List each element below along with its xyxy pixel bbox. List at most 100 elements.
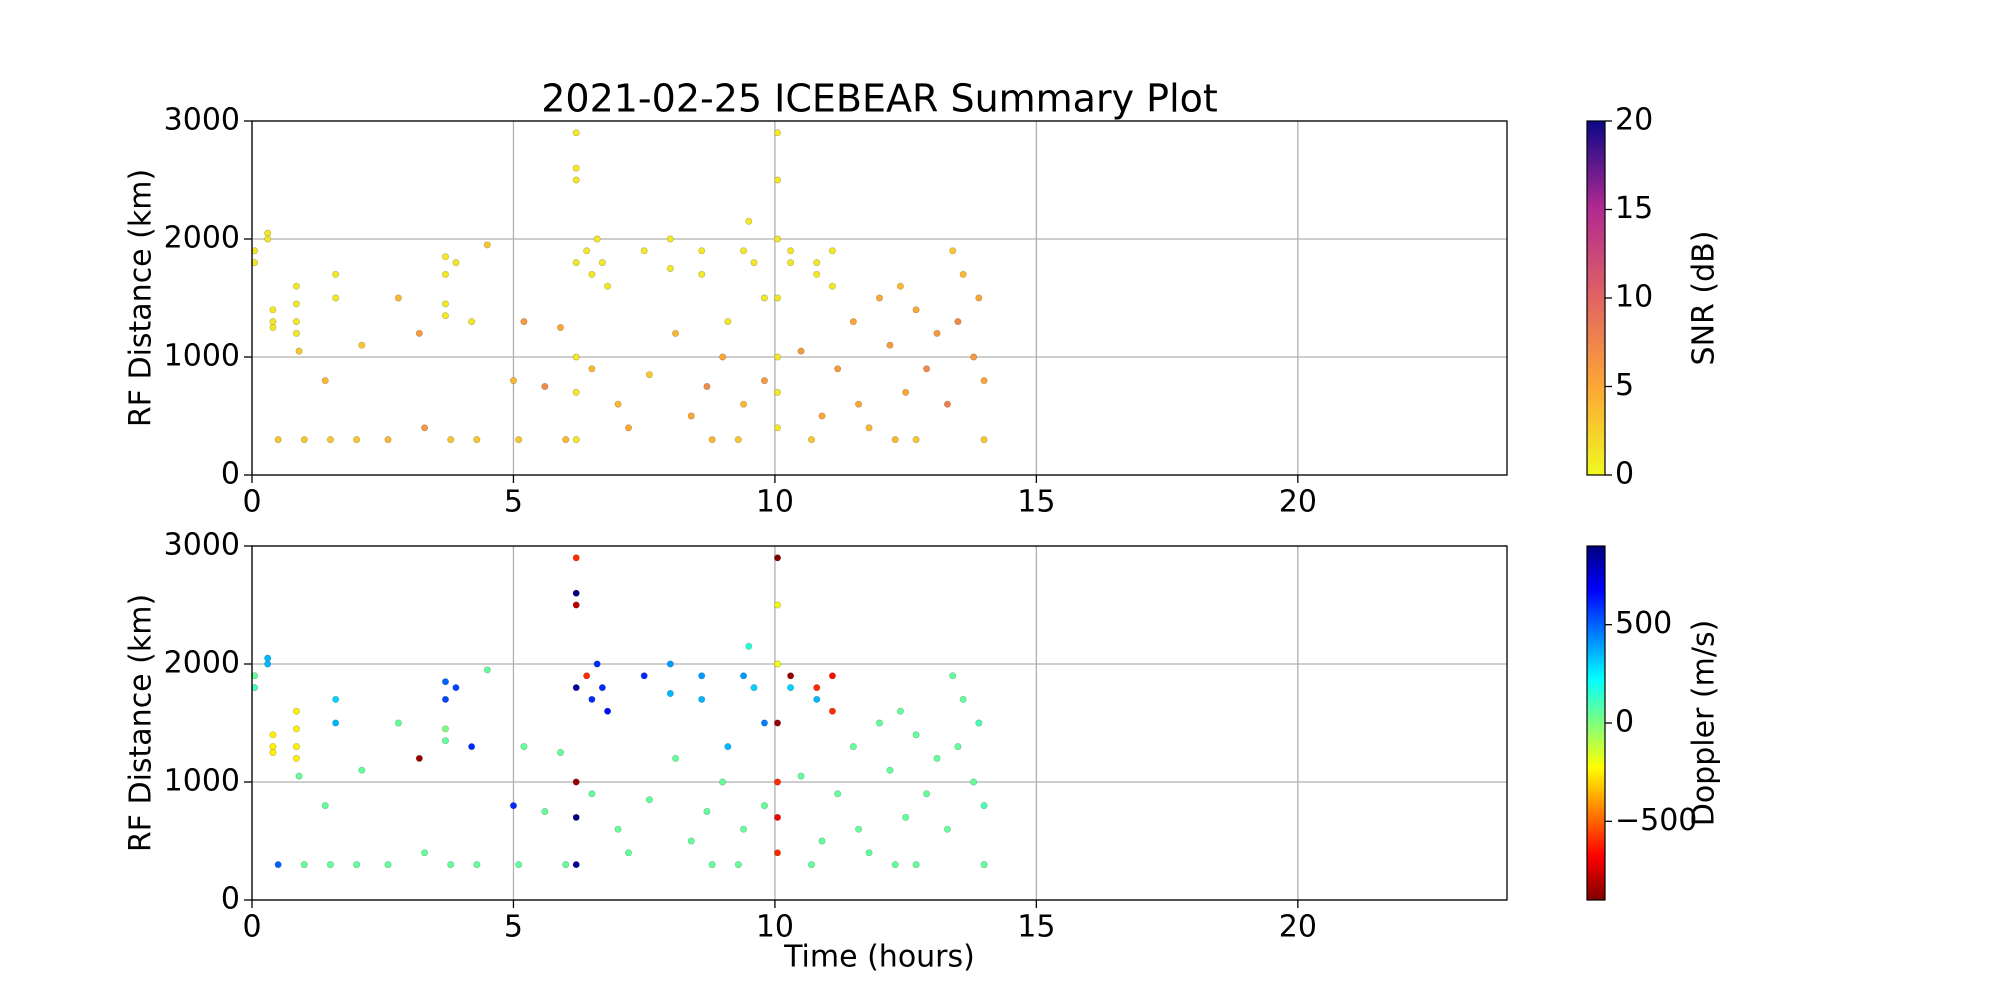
y-tick-label: 1000	[164, 764, 240, 799]
data-point	[687, 412, 695, 420]
data-point	[808, 436, 816, 444]
data-point	[562, 861, 570, 869]
y-tick-label: 0	[221, 882, 240, 917]
data-point	[509, 377, 517, 385]
data-point	[708, 861, 716, 869]
data-point	[818, 837, 826, 845]
data-point	[624, 849, 632, 857]
data-point	[614, 400, 622, 408]
plot-frame	[251, 120, 1508, 476]
data-point	[300, 861, 308, 869]
data-point	[321, 377, 329, 385]
data-point	[441, 253, 449, 261]
data-point	[598, 259, 606, 267]
y-tick-label: 2000	[164, 646, 240, 681]
data-point	[269, 306, 277, 314]
data-point	[828, 707, 836, 715]
data-point	[760, 802, 768, 810]
data-point	[572, 388, 580, 396]
data-point	[358, 766, 366, 774]
data-point	[698, 247, 706, 255]
colorbar-label: Doppler (m/s)	[1687, 620, 1722, 827]
data-point	[295, 772, 303, 780]
data-point	[849, 743, 857, 751]
data-point	[541, 382, 549, 390]
data-point	[353, 861, 361, 869]
data-point	[483, 666, 491, 674]
data-point	[583, 247, 591, 255]
x-tick-label: 15	[1017, 910, 1055, 945]
data-point	[588, 790, 596, 798]
data-point	[698, 270, 706, 278]
data-point	[640, 247, 648, 255]
data-point	[774, 235, 782, 243]
data-point	[813, 684, 821, 692]
data-point	[468, 318, 476, 326]
data-point	[441, 312, 449, 320]
colorbar-tick-label: 20	[1615, 103, 1653, 138]
data-point	[520, 743, 528, 751]
data-point	[572, 129, 580, 137]
data-point	[593, 660, 601, 668]
x-tick-label: 20	[1279, 910, 1317, 945]
data-point	[774, 129, 782, 137]
colorbar	[1586, 120, 1606, 476]
data-point	[672, 329, 680, 337]
data-point	[520, 318, 528, 326]
data-point	[515, 436, 523, 444]
data-point	[572, 684, 580, 692]
data-point	[886, 341, 894, 349]
data-point	[572, 353, 580, 361]
data-point	[813, 695, 821, 703]
data-point	[891, 861, 899, 869]
data-point	[980, 802, 988, 810]
data-point	[912, 861, 920, 869]
data-point	[557, 748, 565, 756]
data-point	[269, 748, 277, 756]
data-point	[855, 400, 863, 408]
data-point	[774, 353, 782, 361]
data-point	[326, 861, 334, 869]
plot-frame	[251, 545, 1508, 901]
data-point	[353, 436, 361, 444]
data-point	[949, 247, 957, 255]
x-tick-label: 20	[1279, 485, 1317, 520]
data-point	[483, 241, 491, 249]
data-point	[865, 849, 873, 857]
data-point	[614, 825, 622, 833]
y-tick-label: 0	[221, 457, 240, 492]
data-point	[295, 347, 303, 355]
data-point	[855, 825, 863, 833]
data-point	[645, 796, 653, 804]
data-point	[724, 743, 732, 751]
data-point	[572, 589, 580, 597]
data-point	[834, 790, 842, 798]
data-point	[269, 318, 277, 326]
data-point	[698, 672, 706, 680]
colorbar-tick-label: 5	[1615, 368, 1634, 403]
data-point	[447, 861, 455, 869]
data-point	[666, 660, 674, 668]
data-point	[394, 294, 402, 302]
data-point	[645, 371, 653, 379]
data-point	[588, 270, 596, 278]
data-point	[264, 235, 272, 243]
data-point	[891, 436, 899, 444]
data-point	[787, 684, 795, 692]
y-tick-label: 1000	[164, 339, 240, 374]
x-axis-label: Time (hours)	[783, 940, 975, 975]
data-point	[269, 731, 277, 739]
data-point	[604, 707, 612, 715]
data-point	[813, 259, 821, 267]
data-point	[774, 424, 782, 432]
data-point	[740, 672, 748, 680]
data-point	[292, 743, 300, 751]
data-point	[760, 719, 768, 727]
data-point	[332, 695, 340, 703]
data-point	[912, 436, 920, 444]
data-point	[750, 684, 758, 692]
data-point	[708, 436, 716, 444]
colorbar-label: SNR (dB)	[1687, 231, 1722, 366]
chart-title: 2021-02-25 ICEBEAR Summary Plot	[541, 77, 1218, 121]
data-point	[849, 318, 857, 326]
